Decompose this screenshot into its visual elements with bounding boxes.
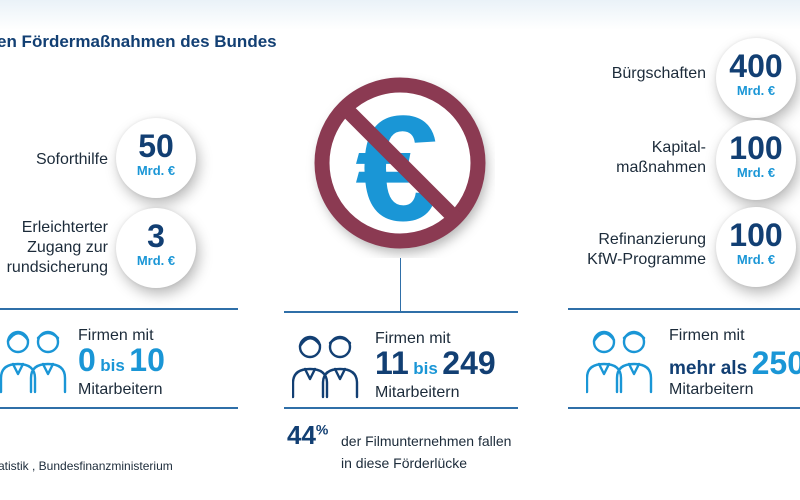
firms-label-center: Firmen mit xyxy=(375,330,451,347)
range-to: 249 xyxy=(442,345,496,381)
value-unit: Mrd. € xyxy=(736,83,776,98)
label-line: rundsicherung xyxy=(6,259,108,276)
divider-top-center xyxy=(284,311,518,313)
people-icon xyxy=(0,330,67,394)
employee-range-right: mehr als 250 xyxy=(669,345,800,382)
value-number: 100 xyxy=(729,130,783,166)
divider-bottom-left xyxy=(0,407,238,409)
employee-range-left: 0 bis 10 xyxy=(78,342,165,379)
value-circle-grundsicherung: 3 Mrd. € xyxy=(116,208,196,288)
gap-text-line: in diese Förderlücke xyxy=(341,455,468,471)
label-line: maßnahmen xyxy=(616,159,706,176)
label-line: Zugang zur xyxy=(27,239,108,256)
value-circle-soforthilfe: 50 Mrd. € xyxy=(116,118,196,198)
value-number: 400 xyxy=(729,48,783,84)
people-icon xyxy=(292,335,359,399)
gap-text-line: der Filmunternehmen fallen xyxy=(341,433,512,449)
gap-percentage-value: 44 xyxy=(287,420,316,450)
range-separator: bis xyxy=(100,356,125,375)
value-unit: Mrd. € xyxy=(736,252,776,267)
label-line: Erleichterter xyxy=(21,219,108,236)
range-from: 11 xyxy=(375,345,409,381)
range-prefix: mehr als xyxy=(669,358,748,379)
label-line: KfW-Programme xyxy=(587,251,706,268)
range-to: 10 xyxy=(129,342,165,378)
range-value: 250 xyxy=(751,345,800,381)
gap-description: der Filmunternehmen fallen in diese Förd… xyxy=(341,430,511,474)
label-buergschaften: Bürgschaften xyxy=(611,65,706,82)
label-grundsicherung: Erleichterter Zugang zur rundsicherung xyxy=(7,218,108,278)
page-title: en Fördermaßnahmen des Bundes xyxy=(0,32,277,51)
range-separator: bis xyxy=(413,359,438,378)
divider-top-right xyxy=(568,308,800,310)
value-circle-buergschaften: 400 Mrd. € xyxy=(716,38,796,118)
employee-range-center: 11 bis 249 xyxy=(375,345,496,382)
firms-label-right: Firmen mit xyxy=(669,327,745,344)
people-icon xyxy=(586,330,653,394)
value-unit: Mrd. € xyxy=(736,165,776,180)
divider-bottom-right xyxy=(568,407,800,409)
value-circle-refinanzierung: 100 Mrd. € xyxy=(716,207,796,287)
label-line: Refinanzierung xyxy=(598,231,706,248)
label-soforthilfe: Soforthilfe xyxy=(35,151,108,168)
header-gradient xyxy=(0,0,800,30)
value-unit: Mrd. € xyxy=(136,163,176,178)
forbidden-euro-icon: € xyxy=(314,77,486,252)
connector-line xyxy=(400,258,401,311)
value-number: 3 xyxy=(147,218,165,254)
label-refinanzierung: Refinanzierung KfW-Programme xyxy=(587,230,706,270)
employees-label-right: Mitarbeitern xyxy=(669,381,754,398)
firms-label-left: Firmen mit xyxy=(78,327,154,344)
label-line: Kapital- xyxy=(651,139,706,156)
gap-percentage: 44% xyxy=(287,420,328,451)
source-note: atistik , Bundesfinanzministerium xyxy=(0,459,173,473)
value-number: 50 xyxy=(138,128,174,164)
label-kapitalmassnahmen: Kapital- maßnahmen xyxy=(616,138,706,178)
divider-bottom-center xyxy=(284,407,518,409)
employees-label-center: Mitarbeitern xyxy=(375,384,460,401)
employees-label-left: Mitarbeitern xyxy=(78,381,163,398)
range-from: 0 xyxy=(78,342,96,378)
gap-percentage-unit: % xyxy=(315,421,329,438)
value-number: 100 xyxy=(729,217,783,253)
divider-top-left xyxy=(0,308,238,310)
value-circle-kapitalmassnahmen: 100 Mrd. € xyxy=(716,120,796,200)
value-unit: Mrd. € xyxy=(136,253,176,268)
